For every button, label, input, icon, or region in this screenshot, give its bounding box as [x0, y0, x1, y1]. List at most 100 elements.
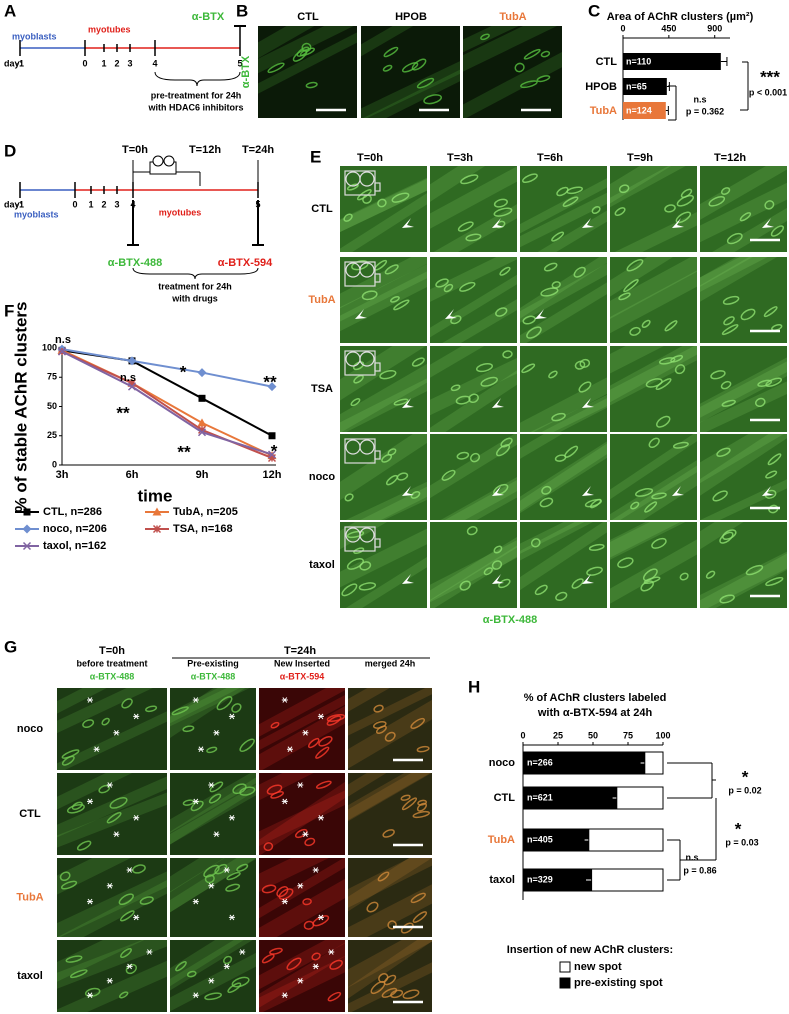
cluster: [59, 871, 71, 882]
micrograph-bg: [700, 346, 787, 432]
cluster: [343, 213, 353, 222]
legend-label: new spot: [574, 961, 622, 973]
fiber: [170, 940, 253, 991]
cluster: [139, 896, 154, 905]
micrograph-content: [170, 858, 256, 937]
cluster: [551, 231, 565, 242]
bar-segment: [591, 868, 664, 892]
asterisk-marker: [106, 782, 113, 788]
fiber: [170, 940, 244, 987]
cluster: [543, 262, 558, 272]
micrograph: [57, 858, 167, 937]
asterisk-marker: [317, 914, 324, 921]
row-label: taxol: [17, 970, 43, 982]
micrograph: [259, 688, 345, 770]
micrograph-content: [700, 166, 787, 252]
micrograph-content: [520, 166, 607, 252]
day-label: 3: [114, 199, 119, 209]
cluster: [723, 316, 735, 326]
cluster: [530, 538, 541, 548]
asterisk-marker: [281, 992, 288, 999]
micrograph-content: [340, 166, 427, 252]
cluster: [326, 715, 342, 726]
label: α-BTX: [240, 55, 252, 88]
bar-segment: [616, 786, 664, 810]
cluster: [400, 794, 411, 801]
fiber: [700, 257, 768, 292]
fiber: [614, 212, 697, 252]
fiber: [348, 858, 432, 912]
cluster: [571, 578, 584, 589]
category-label: TubA: [488, 834, 515, 846]
timepoint-label: T=24h: [284, 645, 316, 657]
micrograph-content: [610, 522, 697, 608]
x-tick-label: 50: [588, 730, 598, 740]
cluster: [745, 564, 764, 576]
asterisk-marker: [297, 882, 304, 889]
cluster: [373, 704, 384, 713]
cluster: [402, 989, 420, 1000]
cluster: [617, 557, 634, 569]
cluster: [541, 485, 552, 495]
asterisk-marker: [286, 746, 293, 753]
micrograph: [430, 166, 517, 252]
micrograph: [340, 522, 427, 608]
column-stain: α-BTX-488: [90, 671, 135, 681]
micrograph: [610, 346, 697, 432]
significance: *: [271, 441, 278, 460]
cluster: [618, 184, 630, 194]
fiber: [259, 858, 329, 892]
cluster: [459, 281, 476, 292]
cluster: [71, 801, 83, 811]
cluster: [378, 973, 389, 983]
cluster: [190, 800, 204, 812]
fiber: [259, 942, 345, 1008]
fiber: [340, 346, 426, 401]
label: α-BTX-488: [108, 257, 162, 269]
row-label: taxol: [309, 559, 335, 571]
x-tick-label: 0: [620, 23, 625, 33]
fiber: [611, 465, 697, 520]
day-label: 0: [82, 58, 87, 68]
micrograph-content: [610, 166, 697, 252]
cluster: [721, 399, 736, 407]
cluster: [276, 886, 289, 898]
micrograph: [430, 257, 517, 343]
fiber: [259, 940, 345, 990]
cluster: [672, 441, 689, 449]
micrograph: [700, 257, 787, 343]
fiber: [700, 182, 787, 243]
row-label: noco: [17, 723, 44, 735]
cluster: [227, 982, 242, 994]
cluster: [305, 81, 318, 89]
asterisk-marker: [208, 782, 215, 788]
fiber: [430, 536, 517, 602]
fiber: [520, 263, 607, 323]
cluster: [578, 381, 592, 393]
micrograph: [340, 166, 427, 252]
cluster: [495, 307, 508, 317]
fiber: [259, 688, 345, 737]
micrograph-bg: [259, 688, 345, 770]
asterisk-marker: [213, 831, 220, 838]
fiber: [700, 257, 753, 287]
arrowhead: [582, 218, 594, 228]
marker: [267, 450, 277, 459]
asterisk-marker: [213, 729, 220, 736]
cluster: [393, 299, 410, 311]
fiber: [440, 477, 517, 520]
micrograph-bg: [700, 166, 787, 252]
panel-letter: A: [4, 1, 16, 20]
fiber: [520, 282, 607, 343]
cluster: [459, 580, 471, 591]
y-axis-label: % of stable AChR clusters: [11, 302, 30, 513]
column-title: merged 24h: [365, 658, 416, 668]
micrograph: [430, 434, 517, 520]
x-tick-label: 100: [655, 730, 670, 740]
cluster: [182, 725, 195, 733]
fiber: [258, 32, 357, 94]
fiber: [259, 878, 345, 937]
asterisk-marker: [302, 831, 309, 838]
fiber: [520, 192, 607, 248]
fiber: [520, 443, 607, 512]
